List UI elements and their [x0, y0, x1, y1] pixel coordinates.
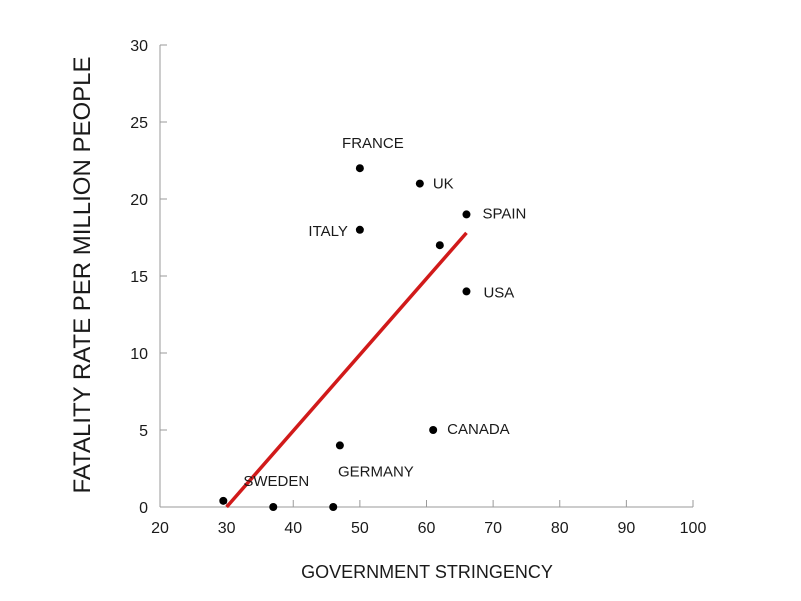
y-axis-title: FATALITY RATE PER MILLION PEOPLE — [69, 56, 96, 493]
y-tick-label: 15 — [130, 269, 148, 286]
x-tick-label: 40 — [284, 520, 302, 537]
data-point — [219, 496, 228, 505]
x-tick-label: 20 — [151, 520, 169, 537]
point-label: FRANCE — [342, 135, 404, 152]
data-points — [219, 164, 471, 511]
point-label: SWEDEN — [243, 473, 309, 490]
x-tick-label: 80 — [551, 520, 569, 537]
data-point — [269, 503, 278, 511]
point-label: UK — [433, 176, 454, 193]
y-tick-label: 25 — [130, 115, 148, 132]
y-tick-label: 5 — [139, 423, 148, 440]
y-tick-label: 20 — [130, 192, 148, 209]
y-axis: 0 5 10 15 20 25 30 — [130, 38, 167, 517]
data-point — [329, 503, 338, 511]
x-tick-label: 100 — [680, 520, 707, 537]
x-axis-title: GOVERNMENT STRINGENCY — [301, 562, 553, 582]
y-tick-label: 30 — [130, 38, 148, 55]
data-point — [355, 164, 364, 173]
data-point — [429, 426, 438, 434]
x-tick-label: 70 — [484, 520, 502, 537]
point-labels: FRANCE UK SPAIN ITALY USA CANADA GERMANY SWEDEN — [243, 135, 526, 490]
y-tick-label: 0 — [139, 500, 148, 517]
x-tick-label: 30 — [218, 520, 236, 537]
point-label: SPAIN — [482, 205, 526, 222]
point-label: GERMANY — [338, 463, 414, 480]
point-label: ITALY — [308, 223, 347, 240]
x-axis: 20 30 40 50 60 70 80 90 100 — [151, 500, 706, 537]
trendline — [225, 231, 468, 509]
x-tick-label: 90 — [617, 520, 635, 537]
data-point — [435, 241, 444, 250]
data-point — [335, 441, 344, 450]
data-point — [462, 287, 471, 296]
point-label: USA — [483, 284, 514, 301]
data-point — [355, 225, 364, 234]
trendline-group — [225, 231, 468, 509]
data-point — [462, 210, 471, 219]
x-tick-label: 60 — [418, 520, 436, 537]
data-point — [415, 179, 424, 188]
point-label: CANADA — [447, 421, 510, 438]
y-tick-label: 10 — [130, 346, 148, 363]
x-tick-label: 50 — [351, 520, 369, 537]
